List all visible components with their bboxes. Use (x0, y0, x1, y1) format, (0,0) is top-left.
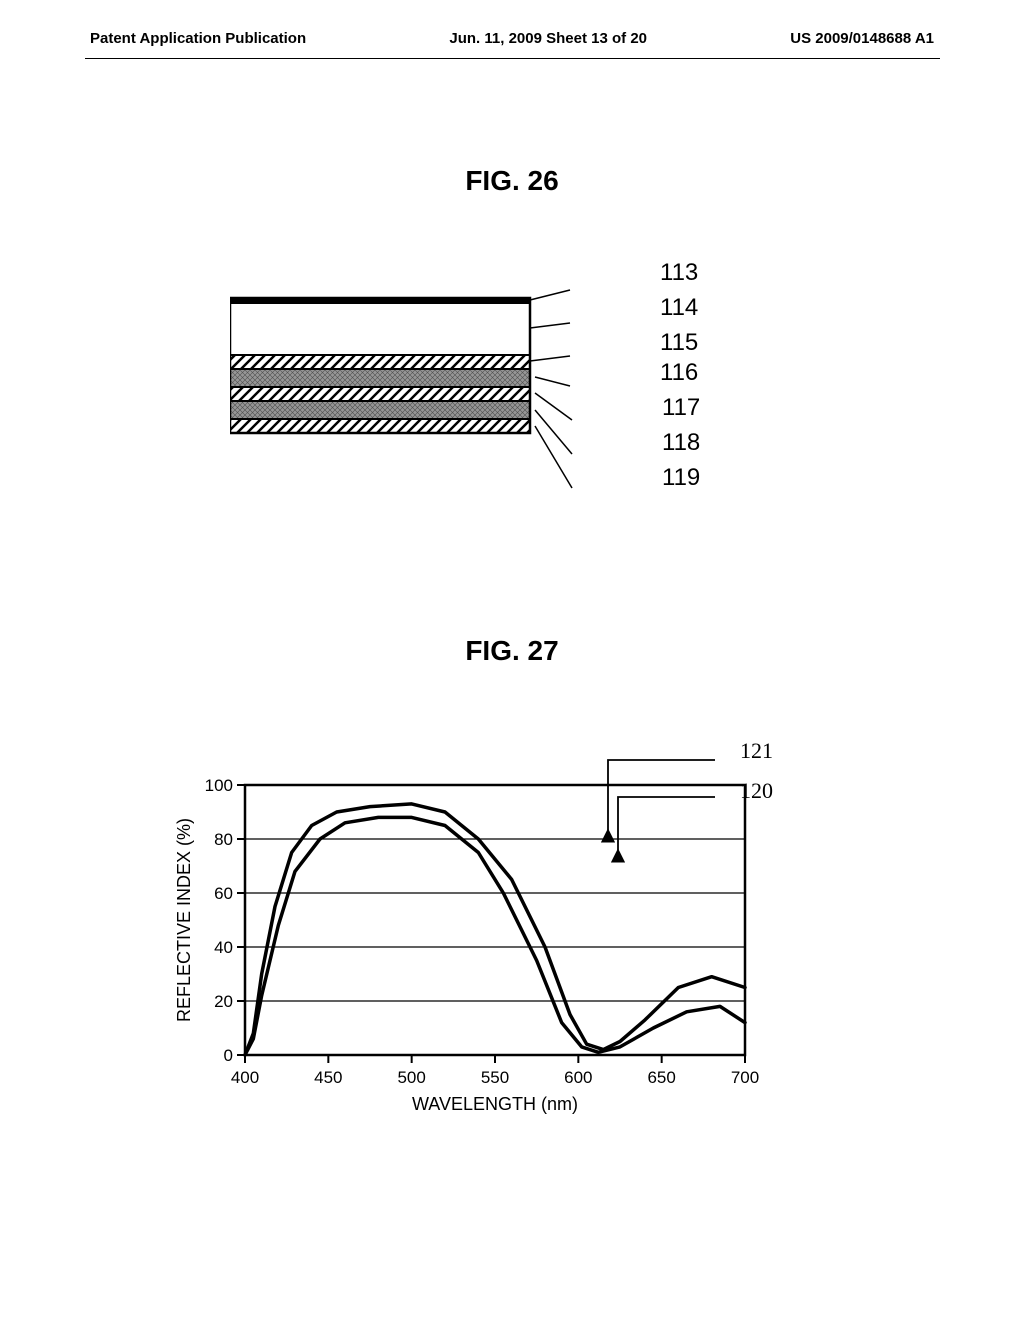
svg-text:115: 115 (660, 329, 698, 356)
svg-text:120: 120 (740, 778, 773, 803)
svg-text:118: 118 (662, 429, 700, 456)
svg-text:550: 550 (481, 1068, 509, 1087)
svg-text:WAVELENGTH (nm): WAVELENGTH (nm) (412, 1094, 578, 1114)
svg-text:113: 113 (660, 260, 698, 286)
svg-text:100: 100 (205, 776, 233, 795)
svg-text:121: 121 (740, 738, 773, 763)
header-right: US 2009/0148688 A1 (790, 30, 934, 47)
svg-text:60: 60 (214, 884, 233, 903)
fig27-svg: 400 450 500 550 600 650 700 0 20 40 60 80 100 REFLECT… (150, 735, 870, 1155)
fig26-diagram: 113 114 115 116 117 118 119 (230, 260, 790, 540)
svg-text:40: 40 (214, 938, 233, 957)
fig27-title: FIG. 27 (0, 635, 1024, 667)
svg-text:0: 0 (224, 1046, 233, 1065)
svg-text:119: 119 (662, 464, 700, 491)
fig26-svg: 113 114 115 116 117 118 119 (230, 260, 790, 540)
header-left: Patent Application Publication (90, 30, 306, 47)
page-header: Patent Application Publication Jun. 11, … (0, 30, 1024, 47)
svg-text:114: 114 (660, 294, 698, 321)
svg-text:80: 80 (214, 830, 233, 849)
svg-text:500: 500 (397, 1068, 425, 1087)
svg-text:REFLECTIVE INDEX (%): REFLECTIVE INDEX (%) (174, 818, 194, 1022)
svg-text:20: 20 (214, 992, 233, 1011)
header-divider (85, 58, 940, 59)
svg-text:400: 400 (231, 1068, 259, 1087)
svg-text:700: 700 (731, 1068, 759, 1087)
svg-text:450: 450 (314, 1068, 342, 1087)
fig26-title: FIG. 26 (0, 165, 1024, 197)
svg-text:117: 117 (662, 394, 700, 421)
fig27-chart: 400 450 500 550 600 650 700 0 20 40 60 80 100 REFLECT… (150, 735, 870, 1155)
header-center: Jun. 11, 2009 Sheet 13 of 20 (449, 30, 647, 47)
svg-text:650: 650 (647, 1068, 675, 1087)
svg-text:116: 116 (660, 359, 698, 386)
svg-text:600: 600 (564, 1068, 592, 1087)
